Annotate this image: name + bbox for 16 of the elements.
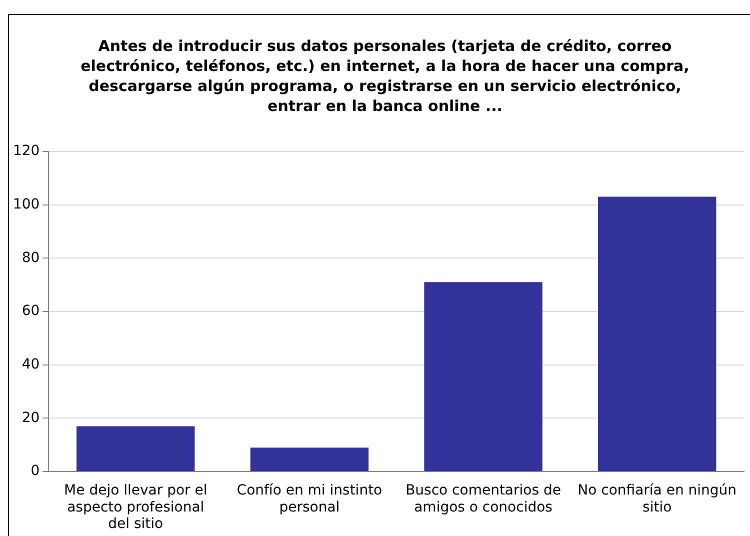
y-tick-label: 40 — [22, 356, 40, 373]
bar — [76, 426, 195, 472]
x-tick-label: Me dejo llevar por el aspecto profesional del sitio — [64, 482, 208, 532]
y-tick-label: 100 — [12, 196, 40, 212]
x-tick-label: No confiaría en ningún sitio — [578, 482, 737, 516]
x-tick-label: Busco comentarios de amigos o conocidos — [406, 482, 561, 516]
y-tick-label: 60 — [22, 303, 40, 320]
bar — [250, 448, 369, 472]
y-tick-label: 120 — [12, 143, 40, 160]
chart-title: Antes de introducir sus datos personales (tarjeta de crédito, correo electrónico, teléfonos, etc.) en internet, a la hora de hacer una compra, descargarse algún programa, o registrarse en un servicio electrónico, entrar en la banca online ... — [80, 36, 690, 116]
x-tick-label: Confío en mi instinto personal — [236, 482, 382, 516]
y-tick-label: 0 — [30, 463, 40, 480]
y-tick-label: 20 — [22, 410, 40, 426]
y-tick-label: 80 — [22, 250, 40, 266]
bar — [424, 282, 542, 472]
bar — [598, 196, 716, 472]
